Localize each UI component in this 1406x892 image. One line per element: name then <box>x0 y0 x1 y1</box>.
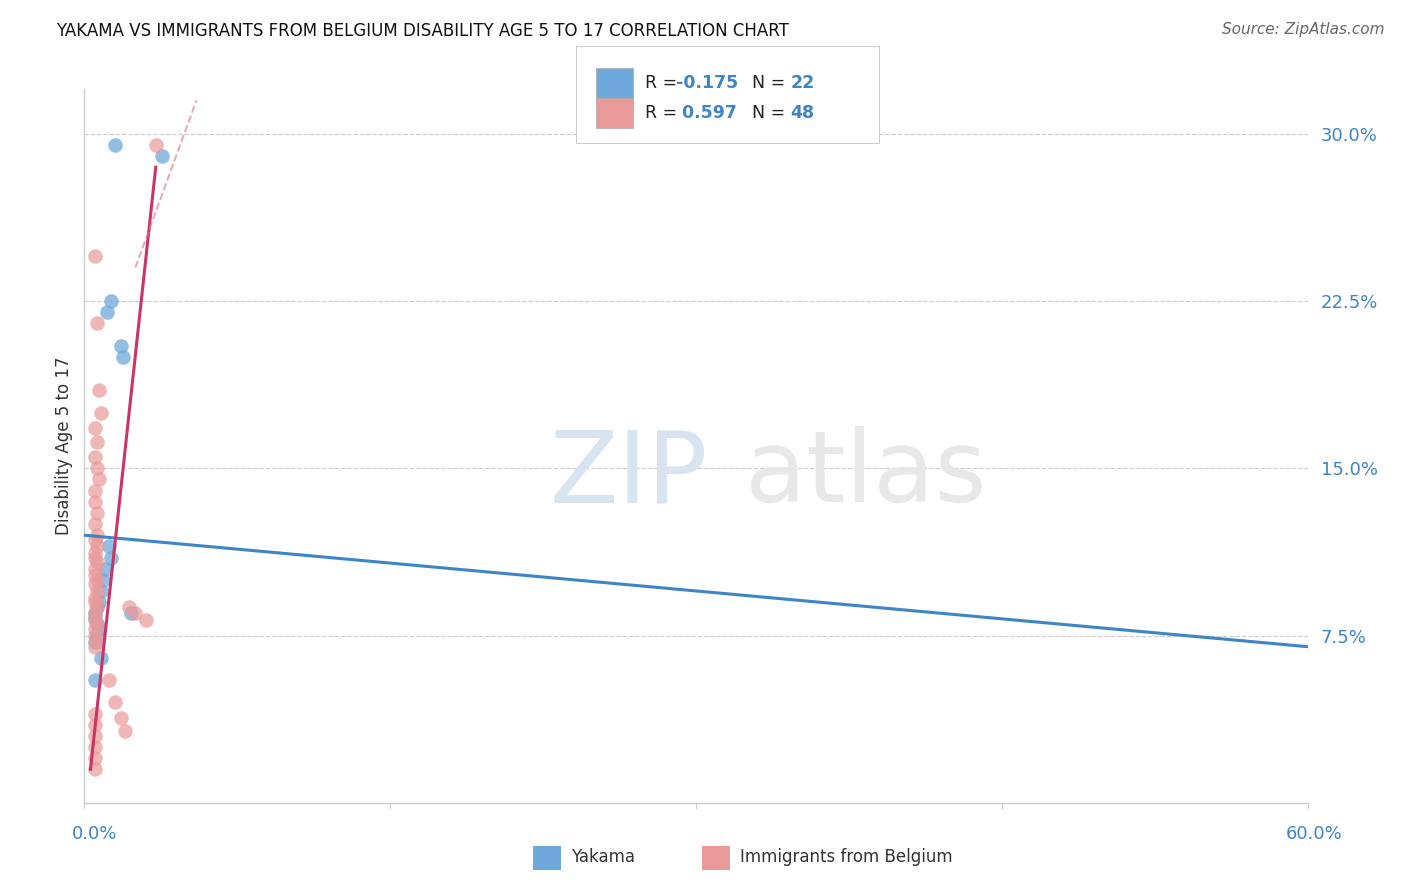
Point <box>83 610 105 624</box>
Point <box>83 607 105 621</box>
Point <box>83 628 105 642</box>
Point <box>93 562 117 576</box>
Point <box>83 562 105 576</box>
Text: atlas: atlas <box>745 426 987 523</box>
Text: Yakama: Yakama <box>571 848 636 866</box>
Point <box>83 494 105 508</box>
Point <box>83 706 105 721</box>
Point <box>83 450 105 464</box>
Text: Source: ZipAtlas.com: Source: ZipAtlas.com <box>1222 22 1385 37</box>
Text: N =: N = <box>741 104 790 122</box>
Point <box>87 384 110 398</box>
Point <box>83 533 105 547</box>
Point <box>87 473 110 487</box>
Point <box>120 607 142 621</box>
Text: -0.175: -0.175 <box>676 74 738 92</box>
Text: Immigrants from Belgium: Immigrants from Belgium <box>740 848 952 866</box>
Text: N =: N = <box>741 74 790 92</box>
Point <box>104 137 127 152</box>
Text: ZIP: ZIP <box>550 426 707 523</box>
Point <box>87 622 110 636</box>
Point <box>86 573 108 587</box>
Point <box>83 640 105 654</box>
Point <box>96 305 118 319</box>
Point <box>110 711 132 725</box>
Text: 0.0%: 0.0% <box>72 825 117 843</box>
Text: 22: 22 <box>790 74 814 92</box>
Point <box>100 550 122 565</box>
Point <box>83 613 105 627</box>
Point <box>83 249 105 264</box>
Point <box>86 555 108 569</box>
Point <box>86 506 108 520</box>
Point <box>86 617 108 632</box>
Point <box>86 617 108 632</box>
Point <box>83 577 105 591</box>
Text: R =: R = <box>645 104 683 122</box>
Point <box>87 595 110 609</box>
Point <box>83 762 105 776</box>
Point <box>118 599 141 614</box>
Point <box>114 724 136 739</box>
Point <box>90 583 112 598</box>
Text: 48: 48 <box>790 104 814 122</box>
Point <box>83 550 105 565</box>
Point <box>86 599 108 614</box>
Point <box>83 729 105 743</box>
Point <box>86 434 108 449</box>
Point <box>83 517 105 532</box>
Point <box>86 461 108 475</box>
Point <box>83 673 105 687</box>
Point <box>150 149 173 163</box>
Point <box>83 591 105 605</box>
Point <box>86 628 108 642</box>
Point <box>91 573 114 587</box>
Point <box>83 595 105 609</box>
Point <box>83 635 105 649</box>
Point <box>86 539 108 553</box>
Text: 60.0%: 60.0% <box>1286 825 1343 843</box>
Point <box>86 528 108 542</box>
Point <box>135 613 157 627</box>
Point <box>83 751 105 765</box>
Point <box>86 599 108 614</box>
Point <box>100 293 122 308</box>
Point <box>83 622 105 636</box>
Point <box>90 405 112 420</box>
Point <box>90 651 112 665</box>
Point <box>83 421 105 435</box>
Point <box>112 350 135 364</box>
Text: R =: R = <box>645 74 683 92</box>
Point <box>86 583 108 598</box>
Point <box>124 607 146 621</box>
Point <box>145 137 167 152</box>
Point <box>86 635 108 649</box>
Point <box>83 740 105 755</box>
Text: YAKAMA VS IMMIGRANTS FROM BELGIUM DISABILITY AGE 5 TO 17 CORRELATION CHART: YAKAMA VS IMMIGRANTS FROM BELGIUM DISABI… <box>56 22 789 40</box>
Point <box>83 568 105 582</box>
Point <box>83 717 105 731</box>
Text: 0.597: 0.597 <box>676 104 737 122</box>
Point <box>86 317 108 331</box>
Point <box>83 607 105 621</box>
Point <box>97 539 120 553</box>
Point <box>104 696 127 710</box>
Point <box>83 546 105 560</box>
Point <box>97 673 120 687</box>
Point <box>83 483 105 498</box>
Point <box>110 338 132 352</box>
Y-axis label: Disability Age 5 to 17: Disability Age 5 to 17 <box>55 357 73 535</box>
